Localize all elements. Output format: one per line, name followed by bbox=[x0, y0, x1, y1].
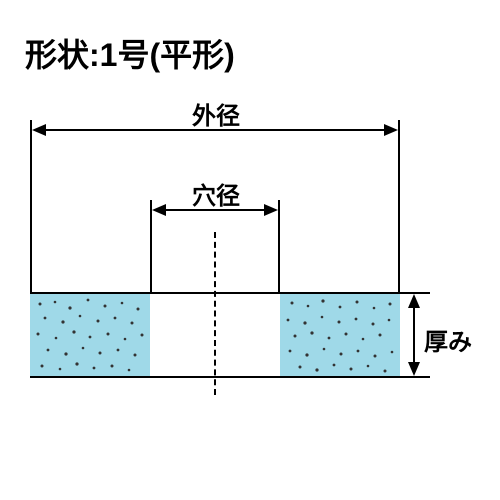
wheel-section-left bbox=[30, 294, 150, 376]
centerline bbox=[214, 232, 216, 395]
wheel-texture-right bbox=[280, 294, 400, 376]
wheel-bottom-line bbox=[30, 376, 430, 378]
hole-arrow-right bbox=[264, 204, 278, 216]
diagram-title: 形状:1号(平形) bbox=[25, 30, 235, 76]
thickness-arrow-up bbox=[408, 294, 420, 308]
outer-arrow-left bbox=[32, 124, 46, 136]
thickness-dim-line bbox=[413, 298, 415, 372]
outer-diameter-label: 外径 bbox=[192, 96, 240, 131]
outer-ext-left bbox=[30, 120, 32, 292]
thickness-arrow-down bbox=[408, 362, 420, 376]
hole-diameter-label: 穴径 bbox=[192, 176, 240, 211]
thickness-label: 厚み bbox=[424, 322, 472, 357]
outer-ext-right bbox=[398, 120, 400, 292]
hole-ext-right bbox=[278, 200, 280, 292]
hole-arrow-left bbox=[152, 204, 166, 216]
wheel-texture-left bbox=[30, 294, 150, 376]
wheel-section-right bbox=[280, 294, 400, 376]
outer-arrow-right bbox=[384, 124, 398, 136]
